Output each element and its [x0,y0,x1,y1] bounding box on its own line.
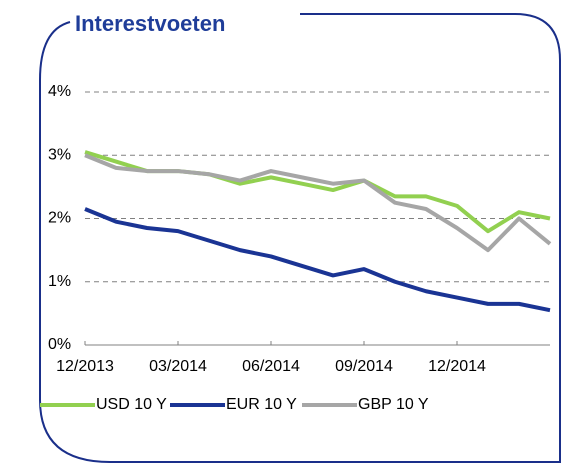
series-line [84,207,551,313]
y-tick-label: 0% [48,336,71,353]
x-tick-label: 12/2014 [428,358,486,375]
series-line [84,150,551,234]
y-tick-label: 1% [48,273,71,290]
x-tick-label: 06/2014 [242,358,300,375]
y-tick-label: 2% [48,210,71,227]
x-tick-label: 03/2014 [149,358,207,375]
x-tick-label: 09/2014 [335,358,393,375]
legend-label: GBP 10 Y [358,396,429,413]
legend-label: USD 10 Y [96,396,167,413]
chart-title: Interestvoeten [75,11,225,36]
y-tick-label: 4% [48,83,71,100]
frame [39,13,561,463]
legend-label: EUR 10 Y [226,396,297,413]
x-tick-label: 12/2013 [56,358,114,375]
series-line [84,153,552,253]
y-tick-label: 3% [48,146,71,163]
